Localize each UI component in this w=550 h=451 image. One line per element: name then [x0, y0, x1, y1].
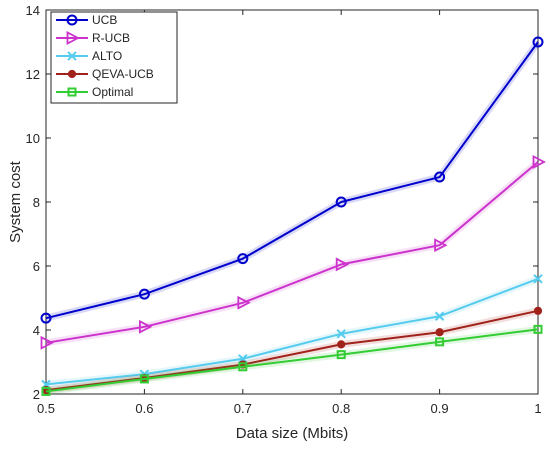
legend-marker — [67, 51, 77, 61]
data-point — [434, 238, 448, 253]
data-point — [237, 295, 251, 310]
legend-marker — [67, 87, 77, 97]
legend-entry: QEVA-UCB — [56, 67, 154, 81]
data-point — [238, 362, 248, 372]
x-tick-label: 0.6 — [135, 401, 153, 416]
legend-entry: Optimal — [56, 85, 133, 99]
data-point — [532, 155, 546, 169]
legend-label: R-UCB — [92, 31, 130, 45]
series-ucb — [40, 36, 544, 324]
legend-entry: UCB — [56, 13, 117, 27]
y-tick-label: 12 — [26, 67, 40, 82]
data-point — [336, 350, 346, 360]
series-line — [45, 328, 539, 393]
data-point — [335, 257, 350, 272]
y-tick-label: 14 — [26, 3, 40, 18]
series-optimal — [41, 324, 543, 396]
series-line — [45, 161, 539, 344]
data-point — [237, 253, 249, 265]
legend-label: ALTO — [92, 49, 122, 63]
x-tick-label: 0.9 — [431, 401, 449, 416]
data-point — [138, 288, 150, 300]
legend-label: Optimal — [92, 85, 133, 99]
y-tick-label: 2 — [33, 387, 40, 402]
legend-marker — [66, 31, 80, 45]
series-line — [45, 277, 539, 386]
y-tick-label: 4 — [33, 323, 40, 338]
legend: UCB R-UCB ALTO QEVA-UCB Optimal — [50, 11, 178, 104]
legend-entry: ALTO — [56, 49, 122, 63]
data-point — [138, 319, 153, 334]
data-point — [40, 335, 54, 350]
x-axis-title: Data size (Mbits) — [236, 425, 349, 442]
x-tick-label: 0.8 — [332, 401, 350, 416]
data-point — [435, 328, 444, 337]
data-point — [40, 312, 52, 324]
y-tick-label: 8 — [33, 195, 40, 210]
y-axis: 2 4 6 8 10 12 14 — [26, 3, 538, 402]
y-tick-label: 6 — [33, 259, 40, 274]
x-tick-label: 0.7 — [234, 401, 252, 416]
legend-label: QEVA-UCB — [92, 67, 154, 81]
data-point — [434, 171, 446, 183]
data-point — [41, 386, 51, 396]
series-line — [45, 41, 539, 320]
legend-entry: R-UCB — [56, 31, 130, 45]
x-tick-label: 1 — [534, 401, 541, 416]
series-r-ucb — [40, 155, 546, 350]
data-point — [434, 311, 445, 321]
data-point — [533, 306, 543, 315]
legend-marker — [66, 14, 78, 26]
data-point — [336, 329, 346, 339]
data-point — [139, 374, 149, 384]
data-point — [533, 274, 543, 284]
y-axis-title: System cost — [7, 160, 24, 243]
data-point — [435, 337, 445, 347]
legend-marker — [67, 69, 77, 79]
series-line — [45, 309, 539, 392]
y-tick-label: 10 — [26, 131, 40, 146]
data-point — [533, 324, 543, 334]
x-axis: 0.5 0.6 0.7 0.8 0.9 1 — [37, 10, 542, 416]
data-point — [337, 340, 346, 349]
legend-label: UCB — [92, 13, 117, 27]
data-point — [532, 36, 544, 48]
x-tick-label: 0.5 — [37, 401, 55, 416]
data-point — [335, 196, 347, 208]
series-layer — [40, 36, 546, 396]
